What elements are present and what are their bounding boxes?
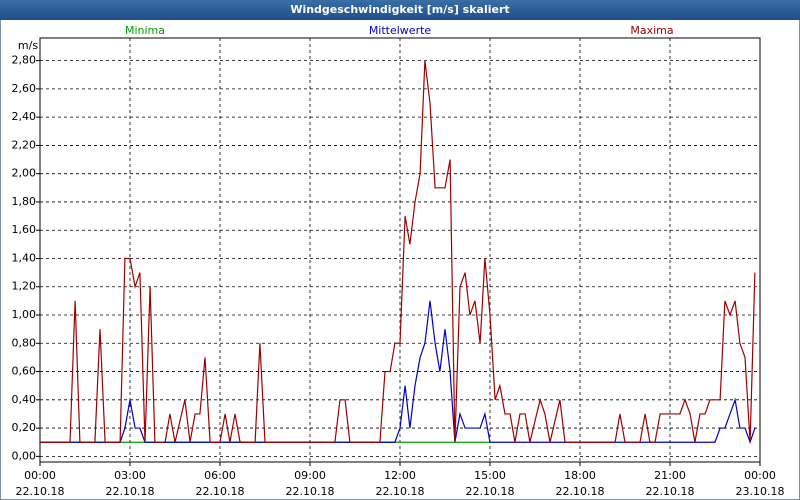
y-tick-label: 1,80 <box>12 195 37 208</box>
y-tick-label: 0,40 <box>12 393 37 406</box>
y-tick-label: 0,00 <box>12 449 37 462</box>
series-line <box>40 300 756 445</box>
y-tick-label: 1,00 <box>12 308 37 321</box>
legend-entry: Mittelwerte <box>369 24 432 37</box>
legend-entry: Maxima <box>630 24 673 37</box>
y-tick-label: 1,40 <box>12 251 37 264</box>
x-tick-label: 21:00 22.10.18 <box>645 469 695 498</box>
title-bar <box>0 0 800 20</box>
x-tick-label: 09:00 22.10.18 <box>285 469 335 498</box>
x-tick-label: 15:00 22.10.18 <box>465 469 515 498</box>
y-tick-label: 2,00 <box>12 167 37 180</box>
y-tick-label: 1,20 <box>12 280 37 293</box>
x-tick-label: 03:00 22.10.18 <box>105 469 155 498</box>
legend-entry: Minima <box>125 24 165 37</box>
y-tick-label: 2,80 <box>12 54 37 67</box>
y-tick-label: 0,80 <box>12 336 37 349</box>
y-tick-label: 1,60 <box>12 223 37 236</box>
x-tick-label: 00:00 23.10.18 <box>735 469 785 498</box>
y-tick-label: 2,40 <box>12 110 37 123</box>
x-tick-label: 12:00 22.10.18 <box>375 469 425 498</box>
y-tick-label: 2,60 <box>12 82 37 95</box>
y-tick-label: 2,20 <box>12 138 37 151</box>
series-line <box>40 60 756 443</box>
x-tick-label: 00:00 22.10.18 <box>15 469 65 498</box>
x-tick-label: 06:00 22.10.18 <box>195 469 245 498</box>
chart-title: Windgeschwindigkeit [m/s] skaliert <box>290 3 509 16</box>
x-tick-label: 18:00 22.10.18 <box>555 469 605 498</box>
y-tick-label: 0,60 <box>12 365 37 378</box>
y-axis-label: m/s <box>18 39 38 52</box>
y-tick-label: 0,20 <box>12 421 37 434</box>
